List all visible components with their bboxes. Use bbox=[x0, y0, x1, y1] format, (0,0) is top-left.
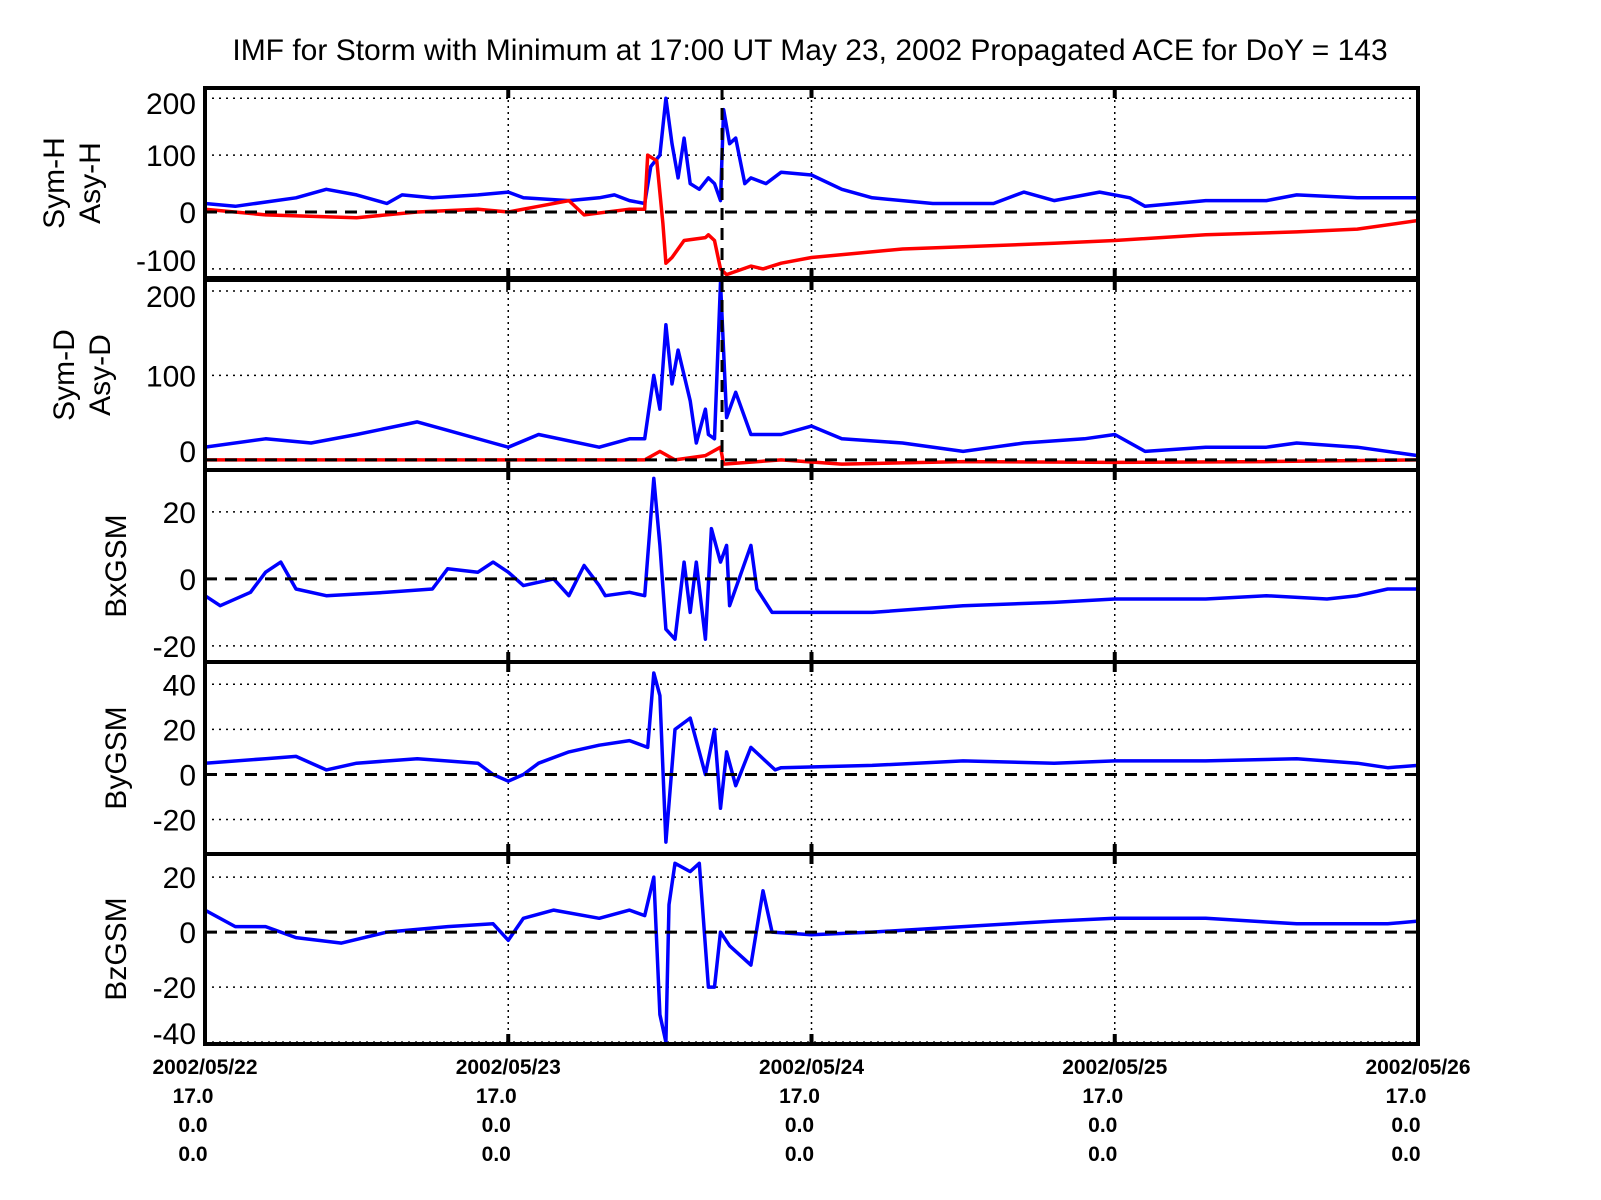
x-tick-label: 17.0 bbox=[1082, 1085, 1123, 1108]
y-tick-label: 40 bbox=[163, 669, 196, 702]
series-line-sym-h bbox=[205, 153, 1418, 277]
panel-frame bbox=[203, 852, 1420, 1046]
x-tick-label: 17.0 bbox=[173, 1085, 214, 1108]
x-tick-label: 0.0 bbox=[178, 1143, 207, 1166]
y-axis-label: ByGSM bbox=[100, 706, 133, 809]
y-tick-label: -100 bbox=[136, 245, 196, 278]
x-tick-label: 17.0 bbox=[779, 1085, 820, 1108]
x-tick-label: 0.0 bbox=[785, 1143, 814, 1166]
x-tick-label: 0.0 bbox=[1088, 1143, 1117, 1166]
y-axis-label: Sym-D bbox=[48, 329, 81, 421]
y-tick-label: 200 bbox=[146, 281, 196, 314]
x-tick-label: 0.0 bbox=[1391, 1143, 1420, 1166]
y-tick-label: 0 bbox=[179, 564, 196, 597]
x-tick-label: 2002/05/25 bbox=[1062, 1056, 1167, 1079]
x-tick-label: 0.0 bbox=[1391, 1114, 1420, 1137]
series-line-asy-h bbox=[205, 96, 1418, 209]
y-tick-label: 0 bbox=[179, 436, 196, 469]
series-line-bzgsm bbox=[205, 861, 1418, 1044]
y-tick-label: -20 bbox=[153, 631, 196, 664]
y-tick-label: 0 bbox=[179, 917, 196, 950]
y-tick-label: 0 bbox=[179, 197, 196, 230]
y-axis-label: BxGSM bbox=[100, 514, 133, 617]
panel-frame bbox=[203, 86, 1420, 280]
x-tick-label: 17.0 bbox=[1386, 1085, 1427, 1108]
x-tick-label: 2002/05/26 bbox=[1365, 1056, 1470, 1079]
chart-title: IMF for Storm with Minimum at 17:00 UT M… bbox=[232, 34, 1387, 67]
x-tick-label: 0.0 bbox=[482, 1114, 511, 1137]
y-tick-label: -20 bbox=[153, 972, 196, 1005]
x-tick-label: 17.0 bbox=[476, 1085, 517, 1108]
series-line-bxgsm bbox=[205, 476, 1418, 641]
y-tick-label: 20 bbox=[163, 497, 196, 530]
y-tick-label: 0 bbox=[179, 759, 196, 792]
x-tick-label: 0.0 bbox=[178, 1114, 207, 1137]
series-line-bygsm bbox=[205, 671, 1418, 844]
y-axis-label: Asy-H bbox=[74, 142, 107, 224]
x-tick-label: 0.0 bbox=[785, 1114, 814, 1137]
y-tick-label: -20 bbox=[153, 805, 196, 838]
y-tick-label: 200 bbox=[146, 88, 196, 121]
y-axis-label: Asy-D bbox=[84, 334, 117, 416]
y-tick-label: 100 bbox=[146, 360, 196, 393]
x-tick-label: 2002/05/23 bbox=[456, 1056, 561, 1079]
y-axis-label: Sym-H bbox=[38, 137, 71, 229]
y-axis-label: BzGSM bbox=[100, 897, 133, 1000]
panel-frame bbox=[203, 278, 1420, 472]
x-tick-label: 0.0 bbox=[482, 1143, 511, 1166]
series-line-asy-d bbox=[205, 280, 1418, 458]
x-tick-label: 0.0 bbox=[1088, 1114, 1117, 1137]
y-tick-label: 20 bbox=[163, 862, 196, 895]
x-tick-label: 2002/05/24 bbox=[759, 1056, 864, 1079]
y-tick-label: 20 bbox=[163, 714, 196, 747]
y-tick-label: -40 bbox=[153, 1018, 196, 1051]
x-tick-label: 2002/05/22 bbox=[152, 1056, 257, 1079]
y-tick-label: 100 bbox=[146, 140, 196, 173]
